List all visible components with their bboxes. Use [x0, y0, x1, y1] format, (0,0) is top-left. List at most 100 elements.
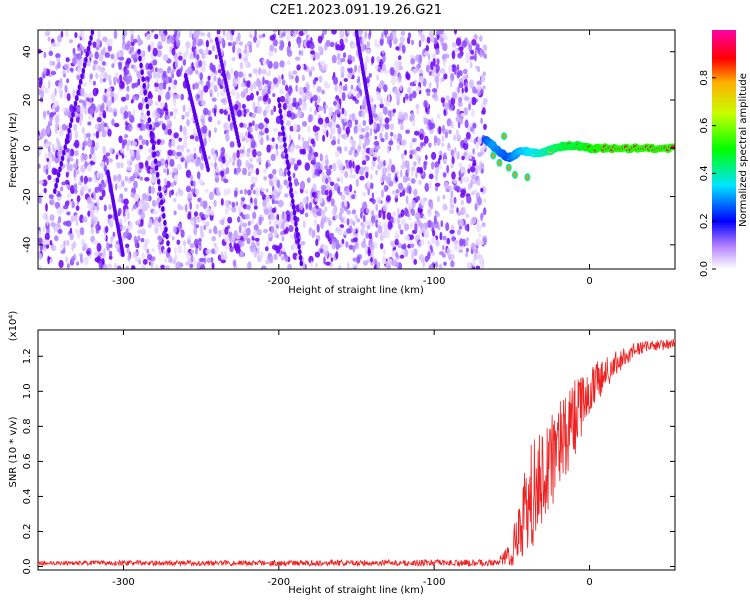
noise-cell: [431, 235, 437, 244]
noise-cell: [164, 265, 170, 269]
noise-cell: [84, 153, 88, 160]
noise-cell: [182, 52, 187, 59]
noise-cell: [166, 39, 171, 45]
noise-streak: [81, 67, 86, 74]
noise-cell: [432, 250, 435, 257]
noise-cell: [347, 54, 353, 61]
noise-cell: [310, 37, 313, 44]
noise-cell: [245, 87, 249, 94]
noise-cell: [383, 184, 388, 193]
noise-cell: [345, 188, 350, 196]
noise-cell: [361, 160, 367, 166]
noise-cell: [144, 238, 150, 244]
noise-cell: [298, 97, 303, 106]
noise-streak: [138, 55, 142, 62]
noise-cell: [387, 93, 391, 103]
noise-cell: [57, 42, 60, 47]
noise-cell: [177, 51, 182, 56]
noise-cell: [386, 144, 390, 154]
noise-cell: [210, 80, 215, 89]
noise-cell: [127, 111, 132, 118]
noise-cell: [110, 235, 115, 241]
noise-streak: [66, 133, 70, 140]
noise-cell: [185, 203, 188, 213]
y-tick-label: 0.0: [22, 559, 33, 575]
noise-streak: [164, 226, 168, 233]
noise-cell: [443, 53, 447, 60]
noise-cell: [150, 259, 154, 269]
noise-cell: [248, 73, 252, 78]
noise-cell: [131, 187, 136, 195]
noise-cell: [341, 238, 345, 244]
noise-cell: [476, 80, 482, 86]
noise-cell: [292, 190, 298, 195]
noise-cell: [217, 77, 222, 87]
noise-cell: [238, 53, 242, 59]
noise-cell: [189, 243, 195, 248]
noise-cell: [398, 119, 402, 124]
noise-cell: [87, 188, 92, 193]
noise-cell: [98, 110, 103, 118]
noise-cell: [398, 64, 402, 71]
noise-cell: [80, 87, 85, 97]
noise-cell: [266, 239, 270, 247]
noise-cell: [476, 84, 481, 90]
noise-cell: [203, 224, 207, 231]
noise-cell: [446, 164, 450, 173]
noise-cell: [348, 192, 353, 201]
noise-cell: [363, 260, 368, 266]
noise-cell: [329, 181, 335, 187]
noise-cell: [411, 119, 416, 127]
noise-cell: [457, 101, 463, 107]
noise-cell: [65, 220, 72, 227]
noise-cell: [48, 194, 54, 200]
noise-cell: [138, 168, 142, 174]
noise-cell: [263, 208, 270, 216]
noise-cell: [71, 200, 75, 209]
noise-cell: [333, 71, 336, 79]
noise-cell: [325, 177, 329, 185]
signal-blob-core: [507, 165, 511, 170]
noise-cell: [59, 89, 63, 99]
noise-cell: [182, 104, 186, 113]
noise-cell: [482, 85, 486, 90]
noise-cell: [362, 142, 366, 150]
noise-cell: [126, 158, 130, 166]
noise-streak: [299, 260, 304, 267]
noise-cell: [375, 43, 381, 49]
signal-blob-core: [497, 160, 501, 165]
noise-cell: [127, 253, 131, 262]
noise-cell: [239, 211, 244, 217]
noise-streak: [63, 144, 67, 151]
noise-cell: [96, 242, 102, 252]
noise-cell: [252, 211, 257, 220]
noise-cell: [443, 261, 447, 266]
noise-cell: [199, 72, 203, 81]
noise-cell: [99, 78, 104, 84]
noise-cell: [43, 67, 47, 75]
noise-cell: [173, 114, 176, 120]
noise-cell: [261, 136, 264, 146]
x-tick-label: -300: [112, 577, 135, 588]
noise-cell: [321, 209, 326, 219]
noise-cell: [225, 199, 230, 209]
noise-cell: [131, 54, 137, 60]
noise-cell: [223, 250, 227, 259]
noise-streak: [78, 78, 83, 85]
noise-cell: [275, 224, 280, 229]
noise-cell: [155, 150, 160, 157]
noise-streak: [157, 185, 162, 192]
noise-cell: [339, 44, 344, 51]
noise-cell: [340, 57, 346, 63]
noise-cell: [301, 104, 307, 112]
noise-cell: [66, 184, 71, 189]
noise-cell: [363, 237, 366, 244]
noise-cell: [285, 226, 289, 234]
noise-cell: [245, 60, 248, 69]
noise-cell: [152, 71, 157, 79]
noise-cell: [460, 189, 466, 195]
noise-cell: [395, 91, 401, 101]
noise-cell: [48, 50, 54, 57]
noise-cell: [274, 47, 277, 54]
